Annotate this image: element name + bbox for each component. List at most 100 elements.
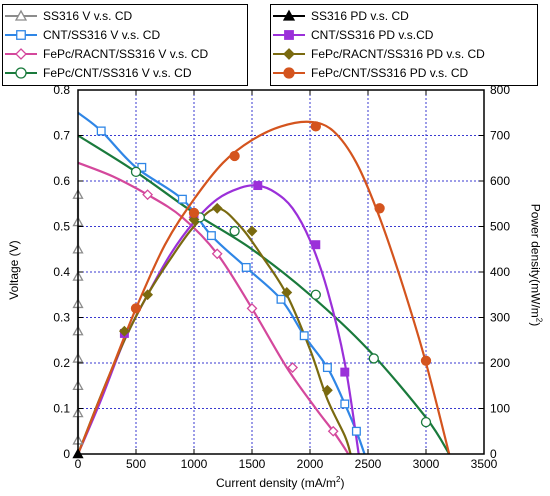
legend-label: CNT/SS316 V v.s. CD	[43, 28, 161, 42]
legend-swatch	[273, 9, 305, 21]
legend-swatch	[5, 48, 37, 60]
y-tick-label: 0.1	[53, 402, 70, 416]
series-3-point	[327, 425, 339, 437]
x-tick-label: 2000	[297, 457, 324, 471]
y-tick-label: 0.5	[53, 220, 70, 234]
series-7-point	[211, 202, 223, 214]
series-3-point	[211, 248, 223, 260]
series-2-point	[340, 399, 350, 409]
legend-swatch	[5, 9, 37, 21]
series-6-point	[311, 240, 321, 250]
series-8-point	[229, 150, 240, 162]
y2-axis-title: Power density(mW/m2)	[528, 203, 544, 327]
series-6-line	[76, 184, 360, 455]
legend-entry: SS316 V v.s. CD	[3, 7, 132, 25]
series-4-point	[130, 166, 142, 178]
series-4-point	[310, 289, 321, 300]
legend-entry: FePc/CNT/SS316 V v.s. CD	[3, 64, 191, 82]
series-2-point	[299, 331, 309, 341]
x-tick-label: 500	[126, 457, 146, 471]
y2-tick-label: 200	[490, 356, 510, 370]
legend-marker	[14, 9, 28, 21]
legend-swatch	[5, 67, 37, 79]
legend-label: SS316 PD v.s. CD	[311, 9, 409, 23]
y-tick-label: 0.2	[53, 356, 70, 370]
y2-tick-label: 0	[490, 447, 497, 461]
legend-marker	[282, 9, 296, 21]
y-tick-label: 0.3	[53, 311, 70, 325]
series-6-point	[253, 181, 263, 191]
legend-label: FePc/RACNT/SS316 V v.s. CD	[43, 47, 209, 61]
x-tick-label: 2500	[355, 457, 382, 471]
legend-right: SS316 PD v.s. CD CNT/SS316 PD v.s.CD FePc/…	[270, 4, 538, 86]
series-7-point	[118, 325, 130, 337]
series-2-point	[96, 126, 106, 136]
x-tick-label: 1500	[239, 457, 266, 471]
series-3-point	[142, 189, 154, 201]
y2-tick-label: 400	[490, 265, 510, 279]
series-8-line	[76, 120, 451, 455]
legend-label: CNT/SS316 PD v.s.CD	[311, 28, 434, 42]
legend-label: SS316 V v.s. CD	[43, 9, 133, 23]
series-7-point	[142, 289, 154, 301]
series-7-point	[321, 384, 333, 396]
legend-entry: CNT/SS316 V v.s. CD	[3, 26, 160, 44]
series-2-point	[206, 231, 216, 241]
series-6-point	[340, 367, 350, 377]
chart-ticks: 0 500 1000 1500 2000 2500 3000 350000.10.20.30.…	[53, 83, 510, 471]
legend-entry: FePc/RACNT/SS316 PD v.s. CD	[271, 45, 485, 63]
legend-swatch	[273, 30, 305, 40]
y-axis-title: Voltage (V)	[7, 240, 21, 300]
x-tick-label: 3500	[471, 457, 498, 471]
x-tick-label: 3000	[413, 457, 440, 471]
series-4-point	[420, 416, 432, 428]
y-tick-label: 0.7	[53, 129, 70, 143]
y-tick-label: 0.8	[53, 83, 70, 97]
y-tick-label: 0	[63, 447, 70, 461]
series-2-point	[241, 262, 251, 272]
legend-left: SS316 V v.s. CD CNT/SS316 V v.s. CD FePc/R…	[2, 4, 248, 86]
y-tick-label: 0.6	[53, 174, 70, 188]
series-2-point	[322, 363, 332, 373]
legend-entry: FePc/RACNT/SS316 V v.s. CD	[3, 45, 208, 63]
legend-marker	[16, 30, 26, 40]
x-tick-label: 1000	[181, 457, 208, 471]
series-8-point	[374, 203, 385, 214]
legend-marker	[283, 48, 295, 60]
series-4-point	[229, 225, 240, 237]
series-7-point	[281, 287, 293, 298]
chart-curves	[76, 111, 451, 455]
y2-tick-label: 800	[490, 83, 510, 97]
legend-swatch	[5, 30, 37, 40]
series-3-point	[246, 302, 258, 314]
y2-tick-label: 100	[490, 402, 510, 416]
legend-entry: FePc/CNT/SS316 PD v.s. CD	[271, 64, 468, 82]
legend-swatch	[273, 48, 305, 60]
legend-marker	[15, 67, 27, 79]
series-2-point	[276, 294, 286, 304]
x-axis-title: Current density (mA/m2)	[216, 475, 345, 490]
legend-label: FePc/CNT/SS316 PD v.s. CD	[311, 66, 469, 80]
series-8-point	[310, 121, 321, 132]
y2-tick-label: 300	[490, 311, 510, 325]
legend-entry: CNT/SS316 PD v.s.CD	[271, 26, 433, 44]
y2-tick-label: 500	[490, 220, 510, 234]
series-3-point	[287, 362, 299, 373]
legend-marker	[15, 48, 27, 60]
series-2-point	[177, 194, 187, 204]
series-8-point	[130, 303, 142, 314]
series-2-point	[351, 426, 361, 436]
y2-tick-label: 700	[490, 129, 510, 143]
y-tick-label: 0.4	[53, 265, 70, 279]
legend-swatch	[273, 67, 305, 79]
series-7-point	[246, 225, 258, 237]
legend-marker	[284, 30, 294, 40]
series-8-point	[188, 207, 200, 219]
x-tick-label: 0	[75, 457, 82, 471]
legend-label: FePc/CNT/SS316 V v.s. CD	[43, 66, 192, 80]
series-4-line	[77, 134, 451, 455]
legend-marker	[283, 67, 295, 79]
series-8-point	[420, 355, 432, 366]
series-3-line	[77, 161, 350, 455]
